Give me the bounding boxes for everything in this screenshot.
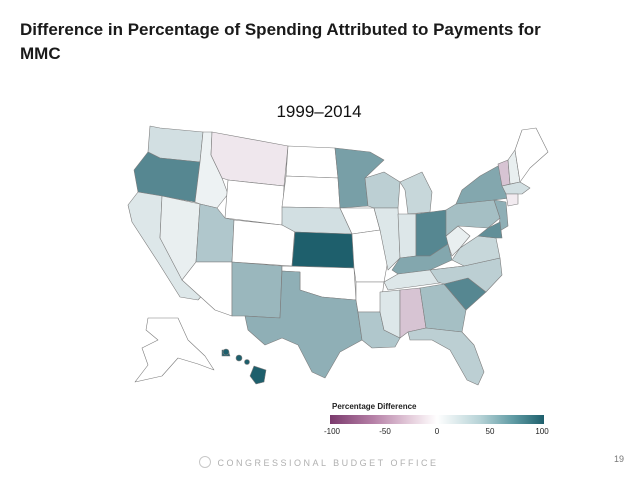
state-MS [379,289,401,339]
footer-org: CONGRESSIONAL BUDGET OFFICE [217,458,439,468]
legend-tick-50: 50 [485,427,495,436]
cbo-logo-icon [199,456,212,468]
page-number: 19 [613,454,624,464]
page-title: Difference in Percentage of Spending Att… [20,20,541,63]
state-MA [501,181,531,195]
state-MT [210,131,289,187]
state-IL [373,207,401,271]
legend-tick-100: 100 [535,427,549,436]
state-ME [514,127,549,183]
legend-tick-neg50: -50 [379,427,391,436]
legend-title: Percentage Difference [332,402,417,411]
hawaii-islet-1 [222,348,230,356]
state-TX [244,270,363,379]
state-FL [407,327,485,386]
state-NM [231,261,283,319]
state-KS [291,231,355,269]
state-AZ [181,261,233,317]
hawaii-islet-2 [235,354,243,362]
state-SD [281,175,341,209]
legend-tick-0: 0 [434,427,440,436]
state-MD [477,221,503,239]
state-MI [399,171,433,215]
state-IN [397,213,417,259]
state-HI [249,365,267,385]
state-CT [505,193,519,207]
state-WI [364,171,401,209]
legend-color-bar [330,415,544,424]
footer: CONGRESSIONAL BUDGET OFFICE [0,456,638,468]
state-ND [285,145,339,179]
state-NJ [493,199,509,233]
legend-tick-neg100: -100 [323,427,341,436]
map-subtitle: 1999–2014 [276,102,362,121]
state-AK [134,317,215,383]
hawaii-islet-3 [244,359,250,365]
state-WY [224,179,285,226]
state-GA [419,283,467,333]
